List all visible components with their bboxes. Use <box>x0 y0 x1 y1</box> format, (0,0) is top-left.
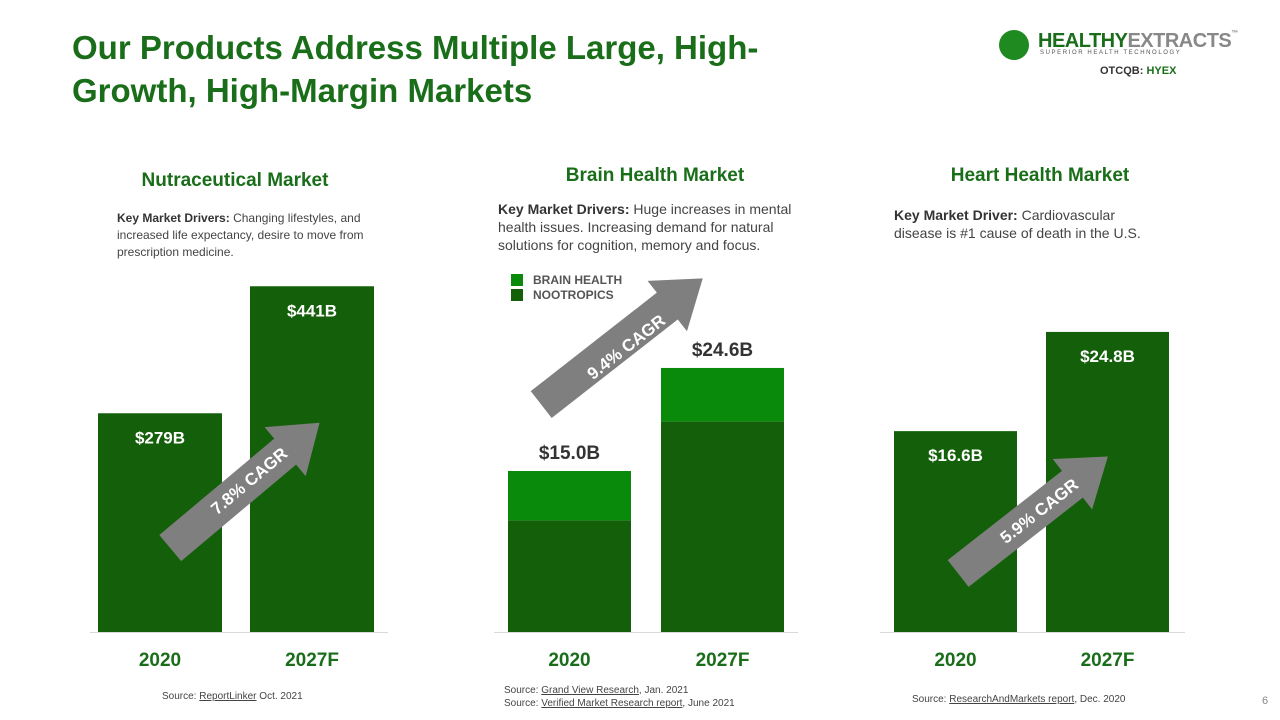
x-tick-label: 2020 <box>934 650 976 671</box>
drivers: Key Market Driver: Cardiovascular diseas… <box>894 206 1164 242</box>
value-label: $441B <box>287 301 337 320</box>
source-a: Source: <box>504 698 542 709</box>
value-label: $279B <box>135 428 185 447</box>
ticker-row: OTCQB: HYEX <box>1100 65 1176 77</box>
drivers-text: Huge increases in mental health issues. … <box>498 201 792 253</box>
total-label: $15.0B <box>539 443 600 464</box>
bar-segment <box>508 520 631 632</box>
chart-title: Heart Health Market <box>950 165 1130 186</box>
ticker: HYEX <box>1146 65 1177 77</box>
source: Source: ResearchAndMarkets report, Dec. … <box>912 694 1125 705</box>
legend-swatch <box>511 289 523 301</box>
drivers: Key Market Drivers: Changing lifestyles,… <box>117 210 402 261</box>
logo: HEALTHYEXTRACTS™ <box>1038 30 1238 53</box>
source-c: , June 2021 <box>682 698 735 709</box>
x-tick-label: 2020 <box>548 650 590 671</box>
chart-title: Brain Health Market <box>565 165 745 186</box>
logo-a: HEALTHY <box>1038 30 1128 52</box>
source-link: ReportLinker <box>199 691 257 702</box>
legend-label: BRAIN HEALTH <box>533 273 622 287</box>
slide-title: Our Products Address Multiple Large, Hig… <box>72 29 759 109</box>
source-a: Source: <box>162 691 200 702</box>
source-link: Verified Market Research report <box>541 698 683 709</box>
arrow <box>530 278 703 418</box>
drivers-label: Key Market Driver: <box>894 207 1018 223</box>
logo-sub: SUPERIOR HEALTH TECHNOLOGY <box>1040 50 1182 56</box>
source-link: Grand View Research <box>541 685 639 696</box>
x-tick-label: 2027F <box>1081 650 1135 671</box>
source: Source: ReportLinker Oct. 2021 <box>162 691 303 702</box>
drivers-label: Key Market Drivers: <box>117 211 230 225</box>
arrow <box>159 422 320 562</box>
drivers: Key Market Drivers: Huge increases in me… <box>498 200 810 254</box>
total-label: $24.6B <box>692 340 753 361</box>
source-c: , Dec. 2020 <box>1074 694 1126 705</box>
bar-segment <box>661 421 784 632</box>
x-tick-label: 2027F <box>285 650 339 671</box>
source: Source: Grand View Research, Jan. 2021 <box>504 685 688 696</box>
source-a: Source: <box>912 694 950 705</box>
value-label: $16.6B <box>928 446 983 465</box>
x-tick-label: 2020 <box>139 650 181 671</box>
x-tick-label: 2027F <box>696 650 750 671</box>
drivers-text: Cardiovascular disease is #1 cause of de… <box>894 207 1141 241</box>
page-number: 6 <box>1262 695 1269 707</box>
bar-segment <box>661 367 784 422</box>
source-a: Source: <box>504 685 542 696</box>
logo-icon <box>999 30 1029 60</box>
logo-b: EXTRACTS <box>1127 30 1232 52</box>
source-c: , Jan. 2021 <box>638 685 689 696</box>
chart-title: Nutraceutical Market <box>141 170 329 191</box>
drivers-label: Key Market Drivers: <box>498 201 630 217</box>
source-link: ResearchAndMarkets report <box>949 694 1075 705</box>
arrow <box>947 456 1108 587</box>
legend-label: NOOTROPICS <box>533 288 614 302</box>
logo-tm: ™ <box>1231 30 1238 37</box>
drivers-text: Changing lifestyles, and increased life … <box>117 211 364 259</box>
ticker-label: OTCQB: <box>1100 65 1144 77</box>
source-c: Oct. 2021 <box>256 691 303 702</box>
value-label: $24.8B <box>1080 347 1135 366</box>
legend-swatch <box>511 274 523 286</box>
source: Source: Verified Market Research report,… <box>504 698 735 709</box>
bar-segment <box>508 471 631 521</box>
